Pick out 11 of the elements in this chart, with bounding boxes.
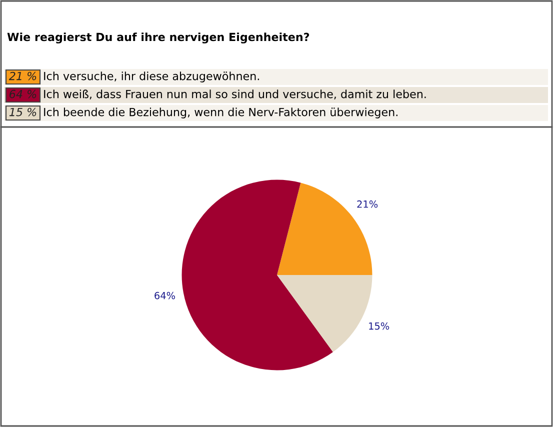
legend-label: Ich weiß, dass Frauen nun mal so sind und versuche, damit zu leben.	[44, 90, 426, 100]
legend-label: Ich versuche, ihr diese abzugewöhnen.	[44, 72, 259, 82]
chart-title: Wie reagierst Du auf ihre nervigen Eigenheiten?	[7, 32, 310, 44]
data-label: 21%	[357, 200, 378, 208]
legend-label: Ich beende die Beziehung, wenn die Nerv-Faktoren überwiegen.	[44, 108, 398, 118]
text: 64 %	[10, 90, 36, 98]
data-label: 15%	[369, 322, 390, 330]
data-label: 64%	[154, 292, 176, 300]
text: 21 %	[8, 72, 36, 80]
text: 15 %	[9, 108, 36, 116]
pie-slice	[182, 180, 333, 370]
